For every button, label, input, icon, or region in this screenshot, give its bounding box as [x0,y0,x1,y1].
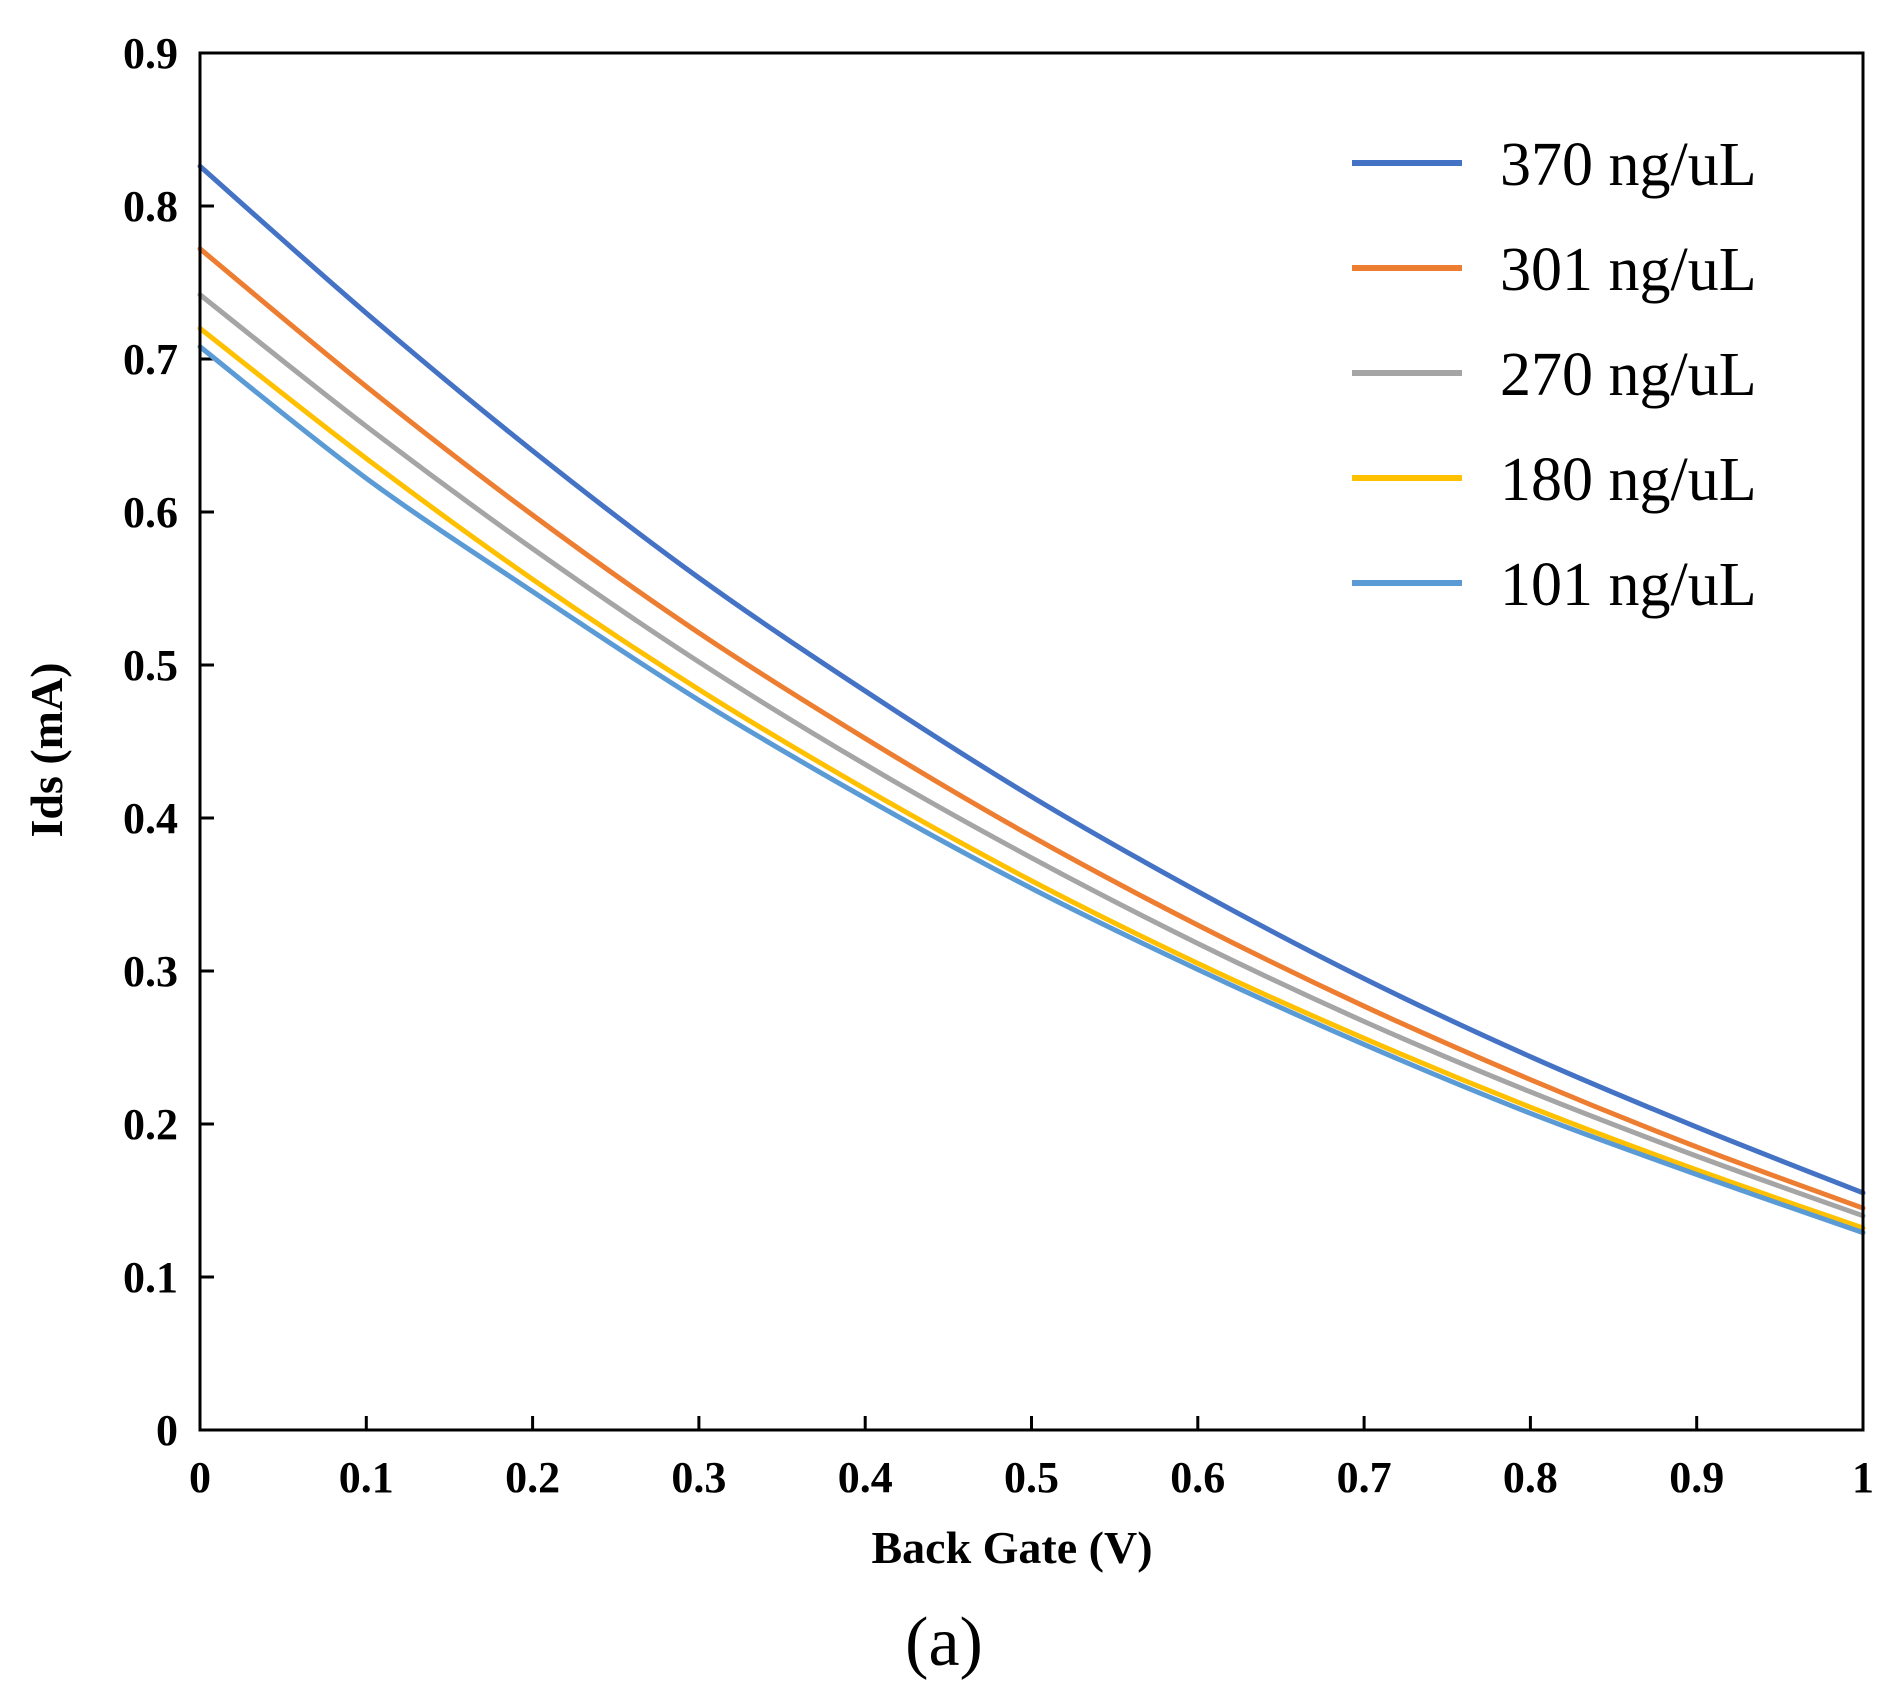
y-tick-label: 0.5 [123,641,178,690]
legend-label: 370 ng/uL [1500,131,1757,199]
series-layer [197,163,1866,1236]
x-tick-label: 0.5 [1004,1453,1059,1502]
series-line-180 [197,325,1866,1231]
x-axis-title: Back Gate (V) [871,1522,1152,1573]
x-tick-label: 0.3 [671,1453,726,1502]
x-tick-label: 0 [189,1453,211,1502]
legend-label: 180 ng/uL [1500,446,1757,514]
x-tick-label: 0.4 [838,1453,893,1502]
series-line-101 [197,344,1866,1236]
x-tick-label: 0.2 [505,1453,560,1502]
series-line-270 [197,292,1866,1219]
y-tick-label: 0.4 [123,794,178,843]
y-tick-label: 0.9 [123,29,178,78]
legend-label: 270 ng/uL [1500,341,1757,409]
legend-label: 101 ng/uL [1500,551,1757,619]
legend-label: 301 ng/uL [1500,236,1757,304]
y-tick-label: 0.2 [123,1100,178,1149]
series-line-370 [197,163,1866,1196]
y-tick-label: 0.6 [123,488,178,537]
legend: 370 ng/uL 301 ng/uL 270 ng/uL 180 ng/uL 101 … [1352,131,1757,619]
x-tick-label: 0.1 [339,1453,394,1502]
y-axis: 0 0.1 0.2 0.3 0.4 0.5 0.6 0.7 0.8 0.9 [123,29,214,1455]
y-axis-title: Ids (mA) [21,662,72,837]
x-tick-label: 1 [1852,1453,1874,1502]
y-tick-label: 0.3 [123,947,178,996]
x-tick-label: 0.6 [1170,1453,1225,1502]
x-axis: 0 0.1 0.2 0.3 0.4 0.5 0.6 0.7 0.8 0.9 1 [189,1416,1874,1502]
plot-frame [198,51,1865,1432]
x-tick-label: 0.9 [1669,1453,1724,1502]
x-tick-label: 0.8 [1503,1453,1558,1502]
y-tick-label: 0.8 [123,182,178,231]
y-tick-label: 0 [156,1406,178,1455]
x-tick-label: 0.7 [1337,1453,1392,1502]
series-line-301 [197,246,1866,1211]
figure-caption: (a) [905,1604,983,1681]
y-tick-label: 0.7 [123,335,178,384]
y-tick-label: 0.1 [123,1253,178,1302]
